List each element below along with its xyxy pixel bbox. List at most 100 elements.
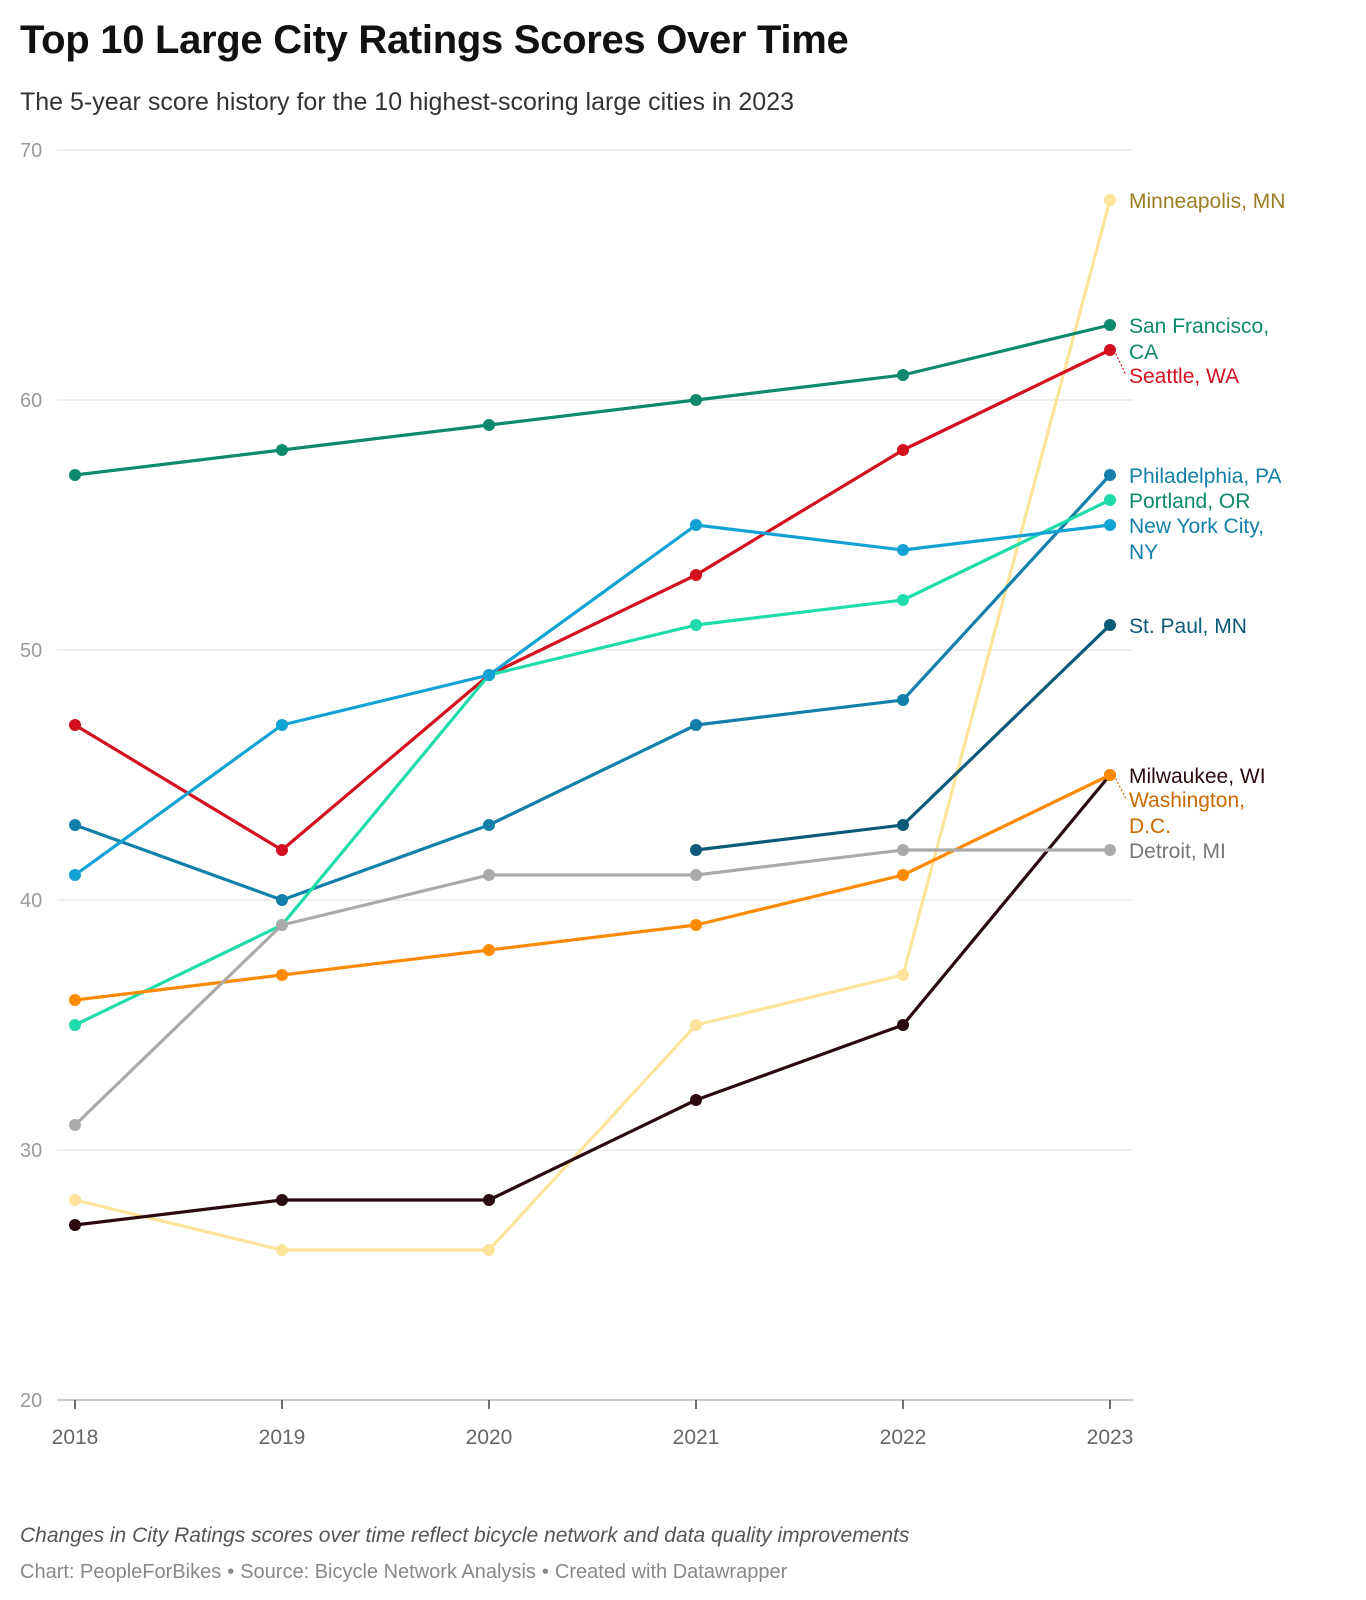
data-point	[1104, 844, 1116, 856]
data-point	[69, 1119, 81, 1131]
series-end-label: Seattle, WA	[1113, 349, 1239, 388]
series-label-text: Portland, OR	[1129, 490, 1250, 513]
data-point	[690, 1094, 702, 1106]
series-line	[73, 198, 1112, 1252]
data-point	[483, 669, 495, 681]
series-portland-or	[69, 494, 1116, 1031]
data-point	[1104, 319, 1116, 331]
series-label-text: Detroit, MI	[1129, 840, 1226, 863]
series-line	[73, 323, 1112, 477]
series-washington-d-c	[69, 769, 1116, 1006]
x-tick-label: 2020	[466, 1426, 513, 1449]
series-end-label: Detroit, MI	[1129, 840, 1226, 863]
data-point	[276, 1244, 288, 1256]
data-point	[1104, 519, 1116, 531]
data-point	[69, 469, 81, 481]
data-point	[897, 819, 909, 831]
data-point	[483, 419, 495, 431]
series-end-label: New York City, NY	[1129, 515, 1264, 564]
data-point	[1104, 769, 1116, 781]
data-point	[690, 869, 702, 881]
data-point	[276, 1194, 288, 1206]
data-point	[897, 544, 909, 556]
data-point	[690, 1019, 702, 1031]
data-point	[690, 919, 702, 931]
series-line	[73, 498, 1112, 1027]
data-point	[69, 1194, 81, 1206]
data-point	[897, 869, 909, 881]
data-point	[69, 819, 81, 831]
data-point	[690, 844, 702, 856]
series-end-label: Washington, D.C.	[1113, 774, 1245, 838]
series-line	[73, 523, 1112, 877]
data-point	[1104, 494, 1116, 506]
x-tick-label: 2022	[880, 1426, 927, 1449]
series-label-text: Milwaukee, WI	[1129, 765, 1266, 788]
chart-title: Top 10 Large City Ratings Scores Over Ti…	[20, 18, 849, 62]
series-end-label: Minneapolis, MN	[1129, 190, 1285, 213]
data-point	[690, 394, 702, 406]
data-point	[276, 969, 288, 981]
data-point	[690, 719, 702, 731]
y-tick-label: 50	[20, 640, 42, 662]
series-label-text: NY	[1129, 541, 1158, 564]
data-point	[897, 444, 909, 456]
data-point	[897, 1019, 909, 1031]
chart-subtitle: The 5-year score history for the 10 high…	[20, 88, 794, 116]
series-new-york-city-ny	[69, 519, 1116, 881]
y-tick-label: 60	[20, 390, 42, 412]
x-tick-label: 2023	[1087, 1426, 1134, 1449]
data-point	[69, 869, 81, 881]
y-tick-label: 40	[20, 890, 42, 912]
series-line	[73, 773, 1112, 1227]
series-label-text: Washington,	[1129, 789, 1245, 812]
y-tick-label: 30	[20, 1140, 42, 1162]
series-end-label: Portland, OR	[1129, 490, 1250, 513]
series-detroit-mi	[69, 844, 1116, 1131]
y-tick-label: 70	[20, 140, 42, 162]
series-line	[73, 348, 1112, 852]
data-point	[276, 719, 288, 731]
data-point	[897, 594, 909, 606]
series-layer	[69, 194, 1116, 1256]
data-point	[483, 944, 495, 956]
label-connector	[1113, 349, 1127, 376]
series-end-label: San Francisco, CA	[1129, 315, 1269, 364]
label-connector	[1113, 774, 1127, 800]
data-point	[276, 444, 288, 456]
data-point	[897, 969, 909, 981]
data-point	[690, 519, 702, 531]
data-point	[276, 894, 288, 906]
series-line	[694, 623, 1112, 852]
series-end-label: Milwaukee, WI	[1129, 765, 1266, 788]
series-san-francisco-ca	[69, 319, 1116, 481]
chart-byline: Chart: PeopleForBikes • Source: Bicycle Ne…	[20, 1561, 787, 1584]
data-point	[897, 694, 909, 706]
data-point	[483, 869, 495, 881]
data-point	[483, 1194, 495, 1206]
series-label-text: CA	[1129, 341, 1158, 364]
series-label-text: Philadelphia, PA	[1129, 465, 1282, 488]
series-end-label: St. Paul, MN	[1129, 615, 1247, 638]
data-point	[1104, 194, 1116, 206]
data-point	[276, 919, 288, 931]
chart-created-with: Created with Datawrapper	[554, 1561, 788, 1583]
data-point	[1104, 619, 1116, 631]
series-label-text: D.C.	[1129, 815, 1171, 838]
data-point	[69, 1019, 81, 1031]
data-point	[69, 1219, 81, 1231]
data-point	[483, 1244, 495, 1256]
data-point	[1104, 469, 1116, 481]
chart-credit: Chart: PeopleForBikes	[20, 1561, 222, 1583]
series-philadelphia-pa	[69, 469, 1116, 906]
data-point	[276, 844, 288, 856]
data-point	[897, 844, 909, 856]
data-point	[690, 569, 702, 581]
data-point	[69, 719, 81, 731]
data-point	[69, 994, 81, 1006]
chart-notes: Changes in City Ratings scores over time…	[20, 1524, 910, 1547]
chart-source: Source: Bicycle Network Analysis	[240, 1561, 536, 1583]
series-label-text: New York City,	[1129, 515, 1264, 538]
y-tick-label: 20	[20, 1390, 42, 1412]
series-label-text: St. Paul, MN	[1129, 615, 1247, 638]
